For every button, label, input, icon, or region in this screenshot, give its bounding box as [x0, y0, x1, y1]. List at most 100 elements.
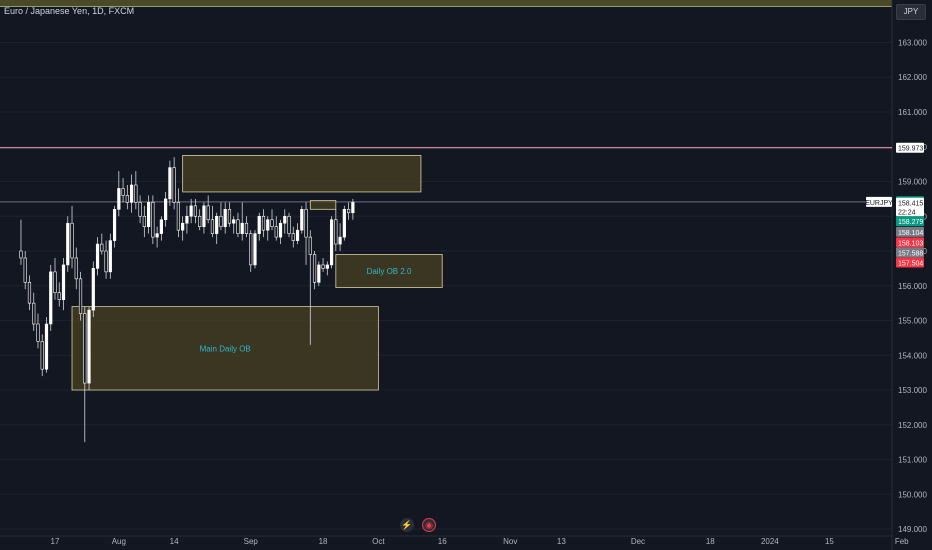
- candle-up: [168, 167, 172, 200]
- candle-down: [291, 233, 295, 241]
- symbol-title[interactable]: Euro / Japanese Yen, 1D, FXCM: [4, 6, 135, 16]
- price-tick-label: 156.000: [898, 282, 927, 291]
- candle-down: [142, 215, 146, 227]
- candle-up: [61, 264, 66, 300]
- price-tag: [896, 237, 924, 248]
- candle-up: [117, 188, 121, 210]
- price-tag: [896, 257, 924, 268]
- symbol-price-tag: [866, 196, 892, 207]
- candle-down: [134, 184, 138, 203]
- currency-badge[interactable]: JPY: [896, 4, 926, 20]
- candle-up: [240, 222, 244, 234]
- time-tick-label: Dec: [631, 537, 645, 546]
- price-tag-label: 158.279: [898, 219, 923, 226]
- candle-down: [193, 205, 198, 217]
- candle-up: [283, 215, 287, 224]
- price-tag: [896, 142, 924, 153]
- candle-up: [147, 202, 151, 227]
- top-highlight-band: [0, 0, 892, 7]
- time-tick-label: Aug: [112, 537, 126, 546]
- candle-up: [159, 219, 163, 234]
- candle-up: [189, 205, 193, 217]
- order-block-label: Daily OB 2.0: [367, 267, 412, 276]
- candle-up: [278, 222, 283, 238]
- candle-up: [91, 268, 95, 311]
- candle-down: [176, 202, 180, 231]
- price-tick-label: 163.000: [898, 38, 927, 47]
- candle-up: [87, 309, 91, 384]
- candle-down: [274, 226, 278, 238]
- candle-up: [253, 233, 257, 266]
- candle-up: [95, 243, 100, 269]
- candle-down: [23, 257, 27, 283]
- order-block-zone: [71, 306, 379, 391]
- order-block-zone: [309, 200, 337, 210]
- candle-down: [287, 215, 291, 234]
- price-tag: [896, 216, 924, 227]
- candle-up: [351, 202, 355, 214]
- candle-down: [210, 219, 215, 234]
- candle-up: [329, 219, 334, 266]
- time-tick-label: 13: [557, 537, 566, 546]
- time-tick-label: 16: [438, 537, 447, 546]
- candle-down: [334, 219, 338, 245]
- lightning-icon[interactable]: ⚡: [400, 518, 414, 532]
- price-tick-label: 162.000: [898, 73, 927, 82]
- time-tick-label: Oct: [372, 537, 385, 546]
- price-tag-label: 157.588: [898, 250, 923, 257]
- target-icon[interactable]: ◉: [422, 518, 436, 532]
- candle-down: [36, 323, 40, 342]
- candle-down: [270, 219, 274, 227]
- order-block-zone: [182, 155, 422, 193]
- candle-down: [53, 271, 57, 294]
- time-tick-label: Nov: [503, 537, 517, 546]
- candle-up: [155, 233, 159, 238]
- candle-down: [70, 222, 74, 259]
- candle-down: [219, 215, 223, 227]
- time-tick-label: 2024: [761, 537, 779, 546]
- candle-up: [325, 264, 329, 269]
- candle-down: [78, 278, 83, 314]
- order-block-label: Main Daily OB: [200, 344, 251, 353]
- candle-up: [257, 215, 261, 234]
- price-tag: [896, 226, 924, 237]
- time-tick-label: 14: [170, 537, 179, 546]
- candle-down: [172, 167, 176, 203]
- candle-down: [151, 202, 155, 238]
- price-tag-label: 158.103: [898, 240, 923, 247]
- candle-down: [100, 243, 104, 252]
- candle-up: [232, 219, 236, 224]
- time-tick-label: 17: [51, 537, 60, 546]
- time-tick-label: 15: [825, 537, 834, 546]
- candle-down: [244, 222, 249, 234]
- candle-down: [57, 292, 61, 300]
- candle-down: [138, 202, 142, 217]
- candle-up: [300, 209, 304, 231]
- price-tag: [896, 247, 924, 258]
- candle-down: [312, 254, 317, 283]
- candle-down: [125, 195, 129, 203]
- candle-down: [227, 209, 232, 224]
- candle-up: [215, 215, 219, 234]
- candle-down: [308, 236, 312, 255]
- price-tag-label: 22:24: [898, 209, 916, 216]
- candle-down: [261, 215, 266, 231]
- price-tick-label: 154.000: [898, 351, 927, 360]
- candle-up: [185, 215, 189, 224]
- price-tick-label: 161.000: [898, 108, 927, 117]
- candle-down: [104, 250, 108, 273]
- time-tick-label: Sep: [244, 537, 259, 546]
- time-tick-label: Feb: [895, 537, 909, 546]
- price-tag-label: 159.973: [898, 146, 923, 153]
- price-tick-label: 159.000: [898, 178, 927, 187]
- price-tag-label: 157.504: [898, 260, 923, 267]
- candle-down: [32, 302, 36, 325]
- candle-down: [236, 219, 240, 234]
- price-tag-label: 158.104: [898, 230, 923, 237]
- price-tick-label: 150.000: [898, 490, 927, 499]
- candle-up: [295, 229, 300, 241]
- price-tick-label: 152.000: [898, 421, 927, 430]
- candle-down: [321, 264, 325, 269]
